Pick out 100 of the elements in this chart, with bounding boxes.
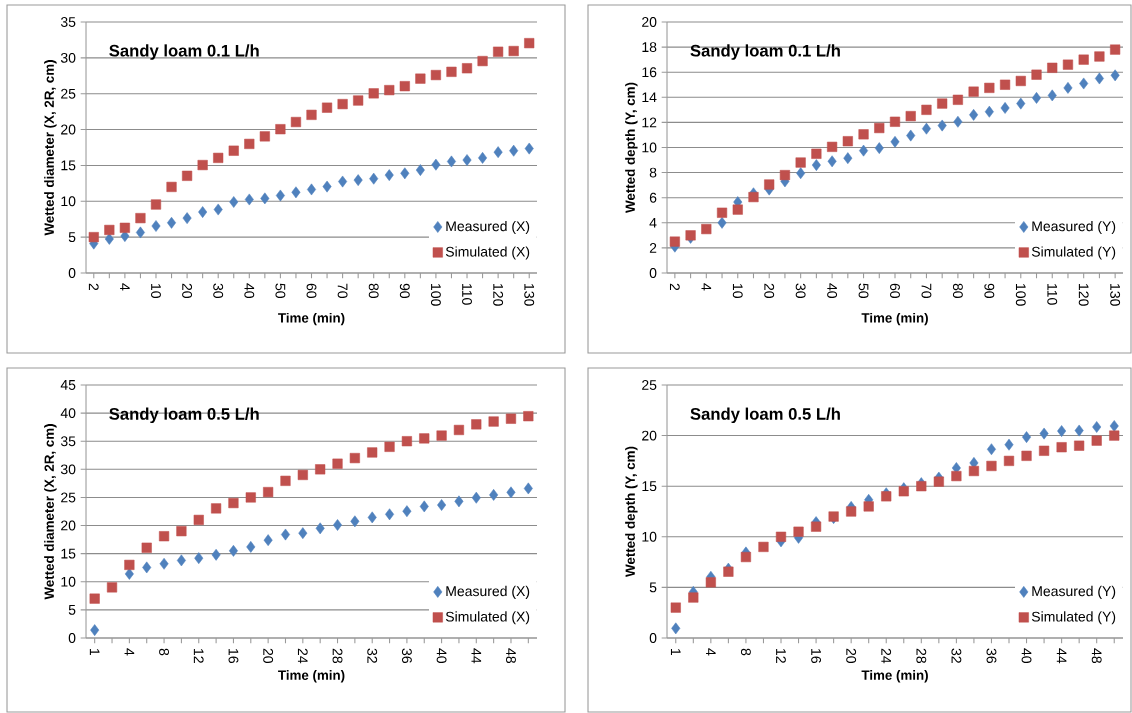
x-tick-label: 36 [401,648,412,663]
x-tick-label: 4 [701,283,712,291]
y-axis-title: Wetted depth (Y, cm) [625,82,638,213]
x-tick-label: 28 [916,648,927,663]
x-tick-label: 90 [399,283,410,299]
x-tick-label: 130 [1110,284,1121,306]
y-axis-title: Wetted depth (Y, cm) [625,446,638,577]
x-tick-label: 32 [951,648,962,663]
x-tick-label: 32 [367,648,378,663]
x-tick-label: 48 [1091,648,1102,663]
y-tick-label: 5 [649,582,657,593]
x-tick-label: 8 [159,648,170,656]
x-tick-label: 40 [827,283,838,299]
x-tick-label: 10 [732,284,743,299]
x-tick-label: 44 [1056,648,1067,664]
legend-label: Simulated (Y) [1031,246,1116,260]
x-tick-label: 4 [120,283,130,291]
text: Sandy loam 0.5 L/h [690,407,840,424]
y-tick-label: 5 [68,605,76,615]
y-axis-title: Wetted diameter (X, 2R, cm) [44,60,57,236]
x-tick-label: 16 [228,649,239,663]
y-tick-label: 6 [649,192,657,203]
x-tick-label: 60 [306,283,317,299]
y-tick-label: 25 [642,380,657,390]
x-tick-label: 110 [1047,284,1058,305]
y-tick-label: 40 [60,408,76,419]
text: Sandy loam 0.1 L/h [109,44,259,60]
x-tick-label: 20 [263,648,274,664]
x-tick-label: 40 [1021,648,1032,664]
x-tick-label: 30 [213,283,224,299]
x-tick-label: 4 [124,648,135,656]
x-tick-label: 40 [436,648,447,664]
legend-label: Measured (Y) [1032,220,1116,234]
x-tick-label: 28 [332,648,343,663]
x-tick-label: 110 [462,284,472,305]
text: Sandy loam 0.5 L/h [109,407,259,424]
x-tick-label: 90 [984,283,995,299]
x-tick-label: 24 [881,648,892,664]
x-tick-label: 30 [795,283,806,299]
y-tick-label: 15 [61,160,76,171]
legend-label: Simulated (X) [445,611,530,625]
y-tick-label: 8 [649,167,657,178]
x-tick-label: 60 [890,283,900,299]
x-tick-label: 20 [764,283,775,299]
x-tick-label: 10 [151,284,161,299]
legend-label: Measured (Y) [1032,585,1116,599]
y-tick-label: 2 [649,243,657,253]
y-axis-title: Wetted diameter (X, 2R, cm) [44,424,57,600]
y-tick-label: 25 [61,88,76,99]
y-tick-label: 10 [61,196,76,207]
x-tick-label: 40 [244,283,255,299]
x-tick-label: 24 [297,648,308,664]
x-tick-label: 100 [1015,284,1026,306]
y-tick-label: 15 [61,548,76,559]
x-axis-title: Time (min) [278,312,345,326]
y-tick-label: 0 [649,633,657,643]
y-tick-label: 0 [649,268,657,278]
y-tick-label: 12 [642,117,657,128]
y-tick-label: 20 [642,17,657,27]
x-tick-label: 120 [1078,284,1089,306]
x-axis-title: Time (min) [861,670,928,683]
x-axis-title: Time (min) [861,312,928,326]
y-tick-label: 35 [60,436,76,447]
y-tick-label: 14 [642,92,657,103]
x-tick-label: 36 [986,648,997,663]
legend-label: Measured (X) [446,220,530,234]
legend-label: Simulated (Y) [1031,611,1116,625]
y-tick-label: 10 [642,142,657,153]
y-tick-label: 20 [61,520,76,531]
x-tick-label: 8 [740,648,751,656]
y-tick-label: 30 [60,464,76,475]
x-tick-label: 20 [846,648,857,664]
y-tick-label: 35 [60,17,76,27]
x-tick-label: 2 [669,283,680,291]
y-tick-label: 45 [60,380,76,390]
x-tick-label: 20 [182,283,193,299]
x-tick-label: 130 [524,284,535,306]
y-tick-label: 4 [649,217,657,228]
y-tick-label: 5 [68,232,76,243]
x-axis-title: Time (min) [278,670,345,683]
y-tick-label: 20 [61,124,76,135]
y-tick-label: 16 [642,67,657,78]
x-tick-label: 12 [776,649,786,663]
x-tick-label: 1 [89,649,100,656]
x-tick-label: 100 [430,284,441,306]
x-tick-label: 2 [88,283,99,291]
y-tick-label: 20 [642,430,657,441]
x-tick-label: 44 [471,648,482,664]
y-tick-label: 0 [68,633,76,643]
text: Sandy loam 0.1 L/h [690,44,840,60]
x-tick-label: 4 [706,648,716,656]
y-tick-label: 15 [642,481,657,492]
y-tick-label: 30 [60,52,76,63]
y-tick-label: 0 [68,268,76,278]
x-tick-label: 80 [368,283,379,299]
y-tick-label: 10 [61,576,76,587]
y-tick-label: 25 [61,492,76,503]
x-tick-label: 70 [337,283,348,299]
x-tick-label: 120 [493,284,504,306]
y-tick-label: 10 [642,531,657,542]
